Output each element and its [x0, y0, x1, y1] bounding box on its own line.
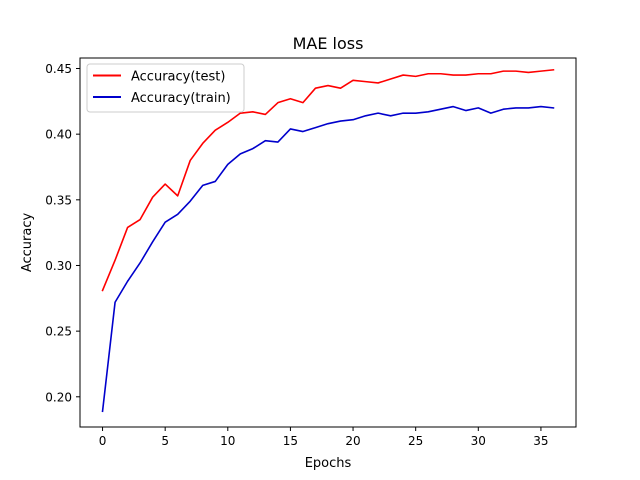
y-axis-label: Accuracy: [20, 213, 35, 273]
legend-box: [86, 63, 245, 113]
x-axis-label: Epochs: [305, 456, 352, 471]
y-tick-label: 0.35: [45, 193, 72, 207]
x-tick-label: 10: [220, 434, 235, 448]
legend-label-test: Accuracy(test): [131, 70, 225, 85]
y-tick-label: 0.30: [45, 259, 72, 273]
series-line-train: [101, 105, 555, 413]
y-tick-label: 0.45: [45, 62, 72, 76]
x-tick-label: 0: [99, 434, 107, 448]
x-tick-label: 25: [408, 434, 423, 448]
x-tick-label: 5: [161, 434, 169, 448]
series-line-test: [101, 68, 555, 292]
y-tick-label: 0.40: [45, 128, 72, 142]
x-tick-label: 30: [471, 434, 486, 448]
legend: Accuracy(test) Accuracy(train): [86, 63, 245, 113]
y-tick-label: 0.25: [45, 325, 72, 339]
x-tick-label: 15: [283, 434, 298, 448]
x-axis: 0 5 10 15 20 25 30 35: [99, 427, 549, 448]
y-tick-label: 0.20: [45, 390, 72, 404]
axes-frame: [79, 57, 577, 428]
x-tick-label: 20: [345, 434, 360, 448]
y-axis: 0.20 0.25 0.30 0.35 0.40 0.45: [45, 62, 80, 404]
x-tick-label: 35: [533, 434, 548, 448]
legend-label-train: Accuracy(train): [131, 91, 231, 106]
plot-area: [101, 68, 555, 413]
chart-title: MAE loss: [293, 34, 364, 53]
